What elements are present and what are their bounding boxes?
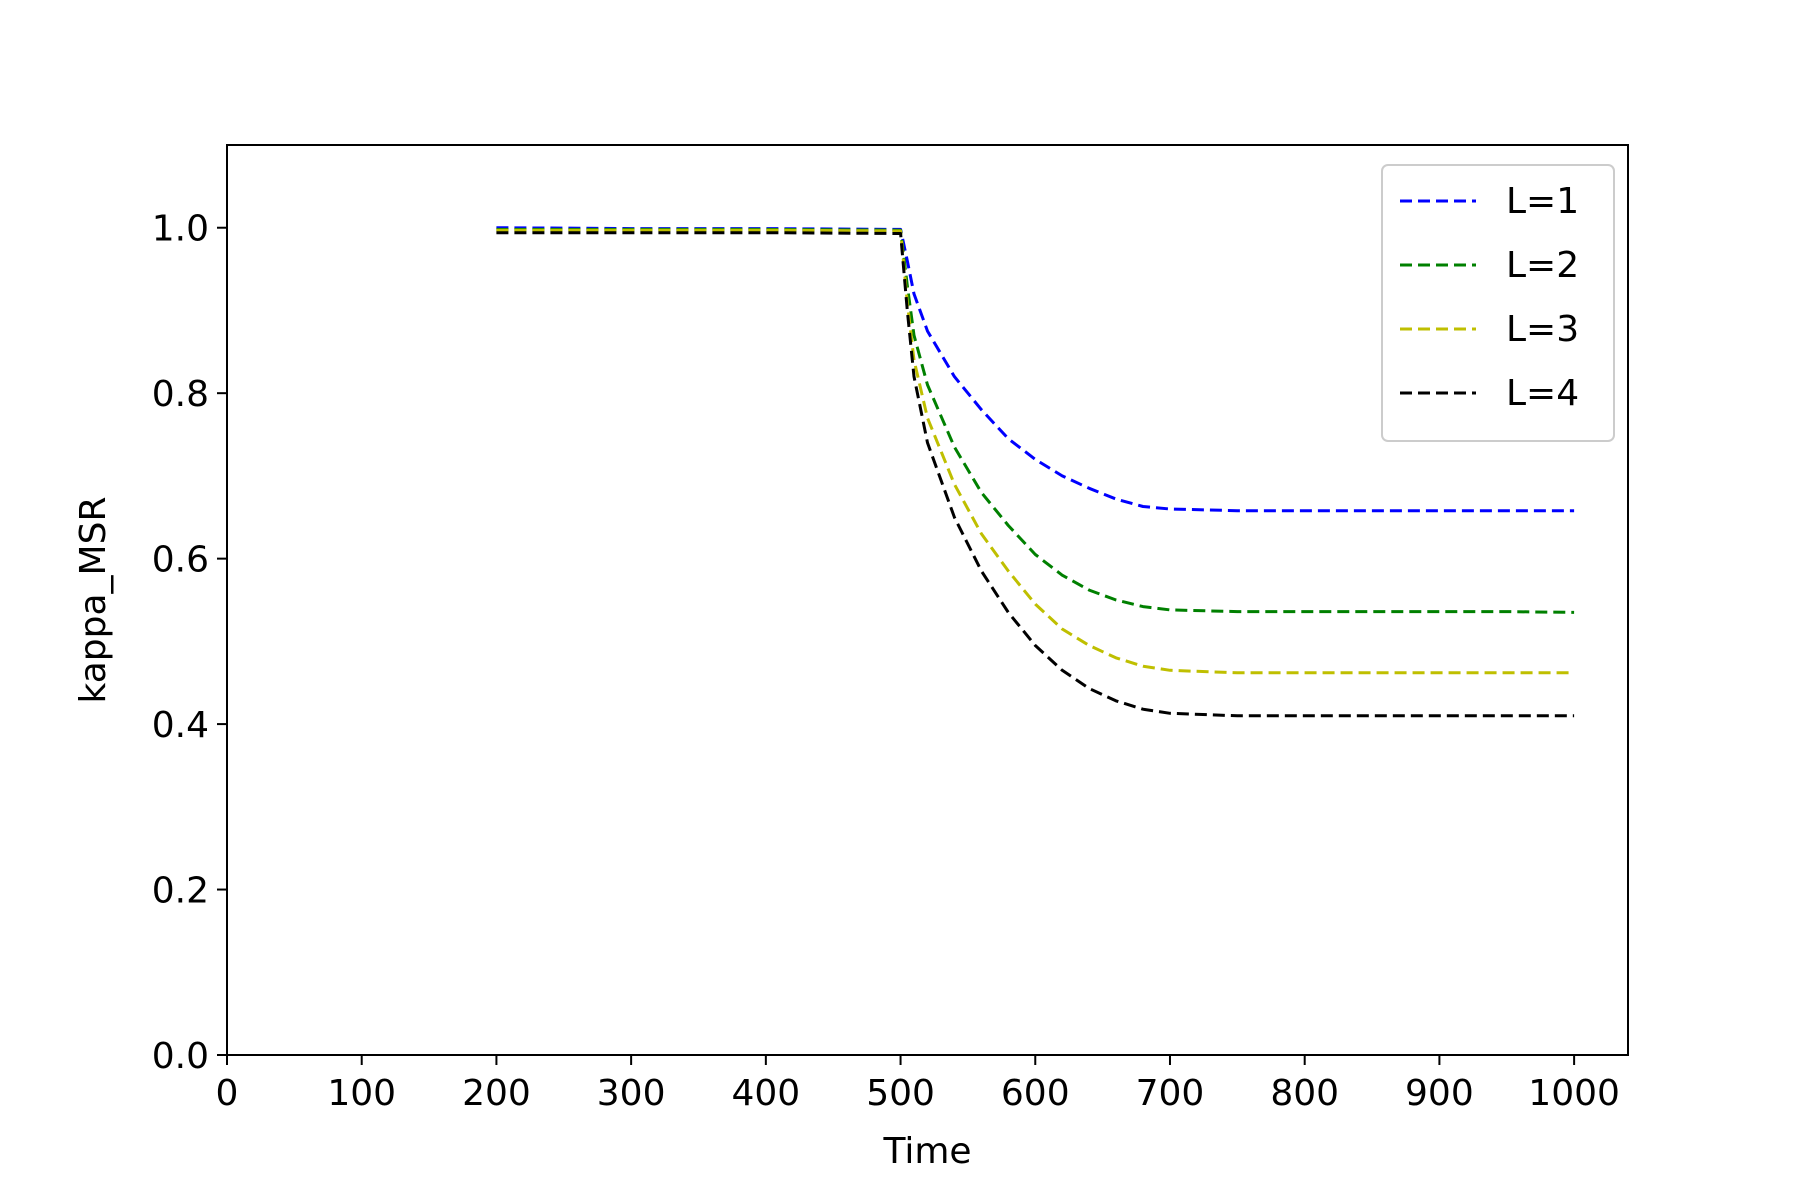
x-tick-label: 700: [1136, 1073, 1205, 1114]
series-line-4: [496, 231, 1575, 718]
y-tick-label: 1.0: [152, 209, 209, 250]
legend-label: L=3: [1506, 309, 1579, 350]
legend-label: L=2: [1506, 245, 1579, 286]
y-tick-label: 0.2: [152, 871, 209, 912]
x-axis-label: Time: [882, 1131, 971, 1172]
axes-frame: [226, 144, 1629, 1056]
y-tick-label: 0.0: [152, 1036, 209, 1077]
x-tick-label: 400: [731, 1073, 800, 1114]
x-tick-label: 800: [1270, 1073, 1339, 1114]
x-tick-label: 0: [216, 1073, 239, 1114]
x-tick-label: 900: [1405, 1073, 1474, 1114]
y-axis: 0.0 0.2 0.4 0.6 0.8 1.0: [152, 209, 227, 1077]
series-line-2: [496, 227, 1575, 614]
x-axis: 0 100 200 300 400 500 600 700 800 900 1000: [216, 1055, 1620, 1114]
legend-box: [1381, 164, 1615, 442]
x-tick-label: 1000: [1528, 1073, 1620, 1114]
x-tick-label: 100: [327, 1073, 396, 1114]
x-tick-label: 300: [597, 1073, 666, 1114]
y-tick-label: 0.6: [152, 540, 209, 581]
y-tick-label: 0.8: [152, 374, 209, 415]
x-tick-label: 500: [866, 1073, 935, 1114]
x-tick-label: 200: [462, 1073, 531, 1114]
legend: L=1 L=2 L=3 L=4: [1381, 164, 1615, 442]
x-tick-label: 600: [1001, 1073, 1070, 1114]
series-line-1: [496, 226, 1575, 513]
legend-label: L=1: [1506, 181, 1579, 222]
y-axis-label: kappa_MSR: [73, 497, 114, 704]
y-tick-label: 0.4: [152, 705, 209, 746]
legend-label: L=4: [1506, 373, 1579, 414]
series-layer: [496, 226, 1575, 718]
